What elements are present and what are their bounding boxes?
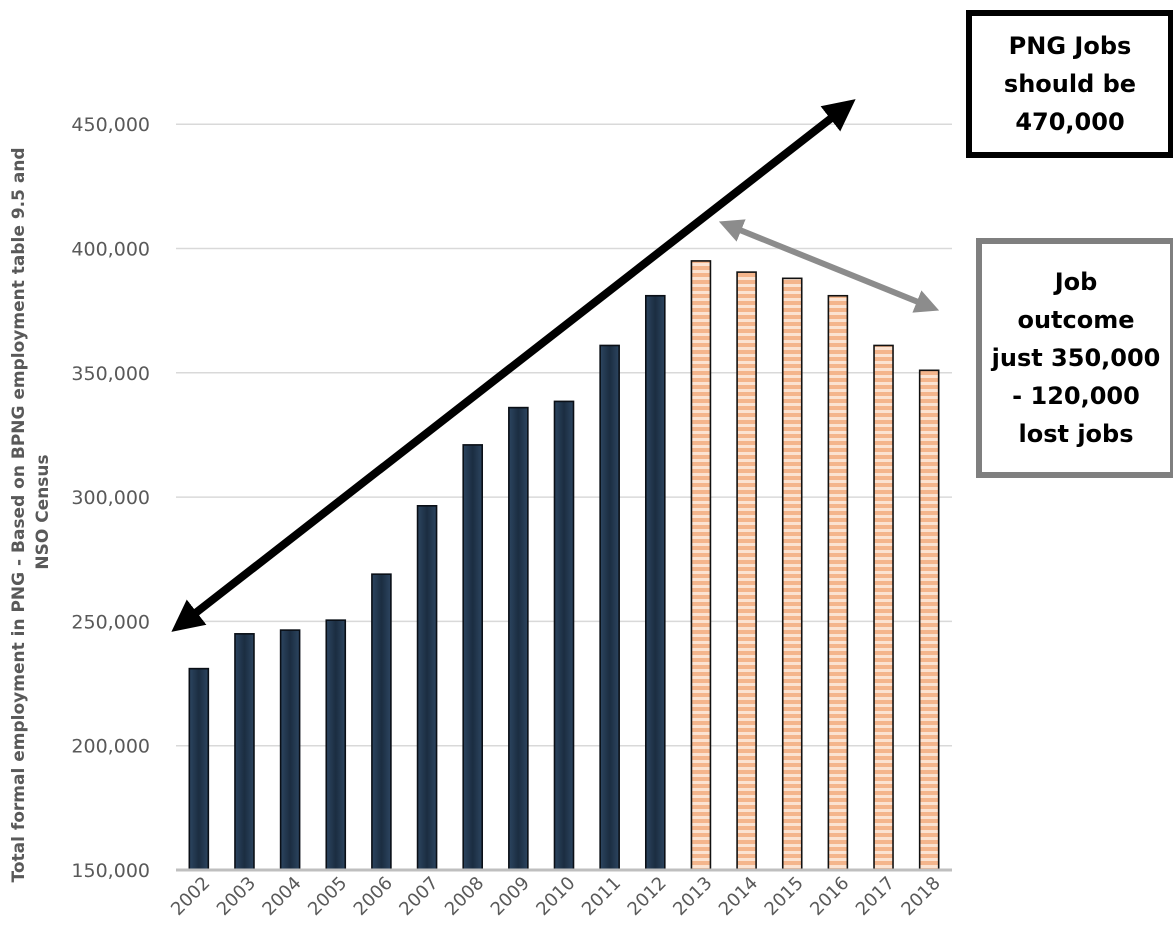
bar-2005: [325, 619, 347, 871]
job-outcome-callout-text: Job outcome just 350,000 - 120,000 lost jobs: [992, 263, 1161, 453]
bar-2011: [599, 344, 620, 871]
bar-2009: [508, 406, 529, 871]
y-tick-label: 350,000: [71, 363, 150, 385]
x-tick-label: 2006: [350, 873, 397, 920]
target-jobs-callout-text: PNG Jobs should be 470,000: [1004, 27, 1136, 141]
y-tick-label: 300,000: [71, 487, 150, 509]
x-tick-label: 2003: [213, 873, 260, 920]
target-jobs-callout: PNG Jobs should be 470,000: [966, 10, 1173, 158]
x-tick-label: 2013: [669, 873, 716, 920]
x-tick-label: 2002: [167, 873, 214, 920]
bar-2013: [690, 260, 712, 871]
bar-2015: [781, 277, 803, 871]
x-tick-label: 2015: [761, 873, 808, 920]
trend-arrow: [171, 99, 856, 632]
x-tick-label: 2011: [578, 873, 625, 920]
callout-line: lost jobs: [1018, 420, 1134, 448]
callout-line: PNG Jobs: [1008, 32, 1132, 60]
x-tick-label: 2004: [258, 873, 305, 920]
callout-line: - 120,000: [1012, 382, 1140, 410]
callout-line: should be: [1003, 70, 1137, 98]
callout-line: outcome: [1017, 306, 1135, 334]
x-tick-label: 2009: [487, 873, 534, 920]
y-tick-labels: 150,000 200,000 250,000 300,000 350,000 400,0…: [71, 114, 150, 882]
x-axis: 2002200320042005200620072008200920102011…: [167, 868, 952, 920]
y-axis-label-line-1: Total formal employment in PNG - Based o…: [9, 147, 29, 882]
y-axis-label-line-2: NSO Census: [33, 454, 53, 569]
bar-2002: [188, 667, 210, 871]
outcome-gap-arrow: [718, 219, 940, 313]
callout-line: 470,000: [1015, 108, 1125, 136]
y-tick-label: 150,000: [71, 860, 150, 882]
x-tick-label: 2008: [441, 873, 488, 920]
x-tick-label: 2016: [806, 873, 853, 920]
bar-2010: [553, 400, 575, 871]
bar-2017: [873, 344, 894, 871]
y-tick-label: 400,000: [71, 239, 150, 261]
bars: [188, 260, 940, 871]
x-tick-label: 2010: [532, 873, 579, 920]
bar-2004: [279, 629, 301, 871]
job-outcome-callout: Job outcome just 350,000 - 120,000 lost jobs: [976, 238, 1173, 478]
bar-2006: [371, 573, 392, 871]
y-axis-label: Total formal employment in PNG - Based o…: [9, 141, 53, 882]
bar-2018: [918, 369, 940, 871]
bar-2003: [234, 633, 255, 871]
bar-2016: [827, 294, 849, 871]
y-tick-label: 200,000: [71, 736, 150, 758]
x-tick-label: 2017: [852, 873, 899, 920]
y-tick-label: 250,000: [71, 611, 150, 633]
bar-2014: [736, 271, 757, 871]
callout-line: just 350,000: [991, 344, 1161, 372]
y-tick-label: 450,000: [71, 114, 150, 136]
x-tick-label: 2007: [395, 873, 442, 920]
bar-2007: [416, 505, 438, 871]
x-tick-label: 2018: [897, 873, 944, 920]
x-tick-label: 2014: [715, 873, 762, 920]
callout-line: Job: [1054, 268, 1098, 296]
bar-2012: [644, 294, 666, 871]
bar-2008: [462, 444, 484, 871]
x-tick-label: 2012: [624, 873, 671, 920]
x-tick-label: 2005: [304, 873, 351, 920]
